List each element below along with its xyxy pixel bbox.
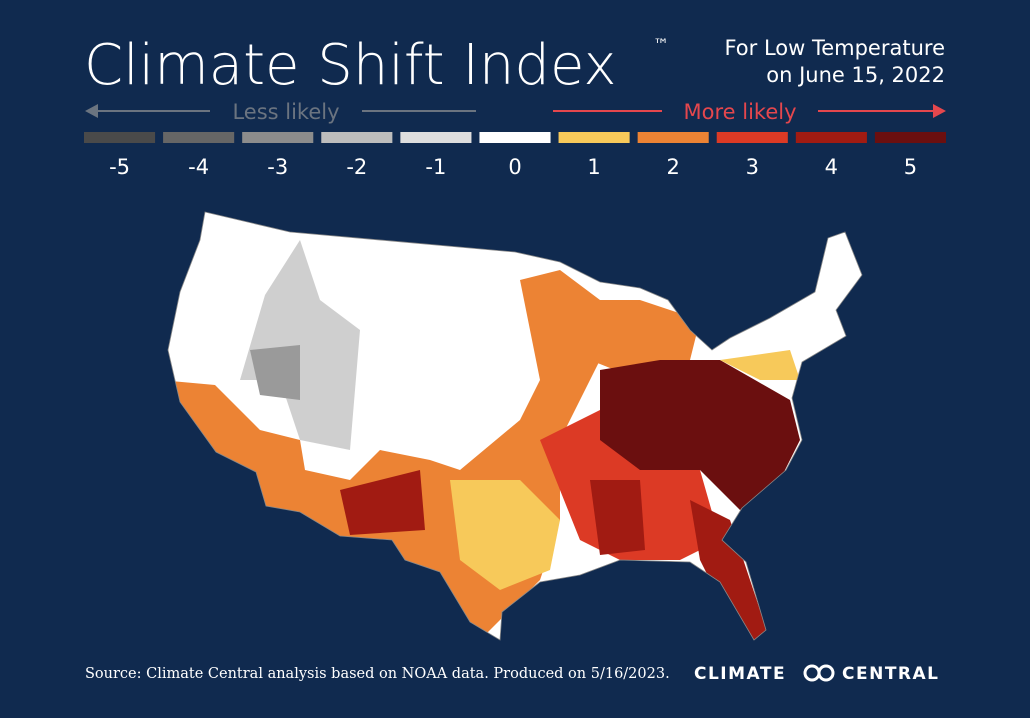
legend-swatch (321, 132, 393, 143)
legend-label: 4 (825, 155, 838, 179)
brand: CLIMATE (694, 664, 786, 684)
us-outline (167, 211, 863, 641)
legend-label: -1 (425, 155, 446, 179)
legend-swatch (716, 132, 788, 143)
legend-label: 2 (666, 155, 679, 179)
trademark: ™ (653, 35, 669, 54)
legend-swatch (795, 132, 867, 143)
legend-swatch (242, 132, 314, 143)
legend-swatch (163, 132, 235, 143)
subtitle: on June 15, 2022 (766, 63, 945, 87)
legend-swatch (84, 132, 156, 143)
legend-label: 5 (904, 155, 917, 179)
less-label: Less likely (232, 100, 339, 124)
source: Source: Climate Central analysis based o… (85, 666, 670, 682)
arrow-head (933, 104, 946, 118)
legend-label: 0 (508, 155, 521, 179)
subtitle: For Low Temperature (724, 36, 945, 60)
legend-swatch (558, 132, 630, 143)
legend: -5 -4 -3 -2 -1 0 1 2 3 4 5 (84, 132, 946, 179)
logo (817, 664, 835, 682)
legend-swatch (400, 132, 472, 143)
legend-label: 1 (587, 155, 600, 179)
legend-swatch (874, 132, 946, 143)
more-label: More likely (684, 100, 797, 124)
title: Climate Shift Index (84, 33, 617, 98)
legend-swatch (479, 132, 551, 143)
legend-label: -2 (346, 155, 367, 179)
legend-label: 3 (746, 155, 759, 179)
legend-label: -3 (267, 155, 288, 179)
arrow-head (85, 104, 98, 118)
legend-swatch (637, 132, 709, 143)
brand: CENTRAL (842, 664, 940, 684)
legend-label: -4 (188, 155, 209, 179)
legend-label: -5 (109, 155, 130, 179)
